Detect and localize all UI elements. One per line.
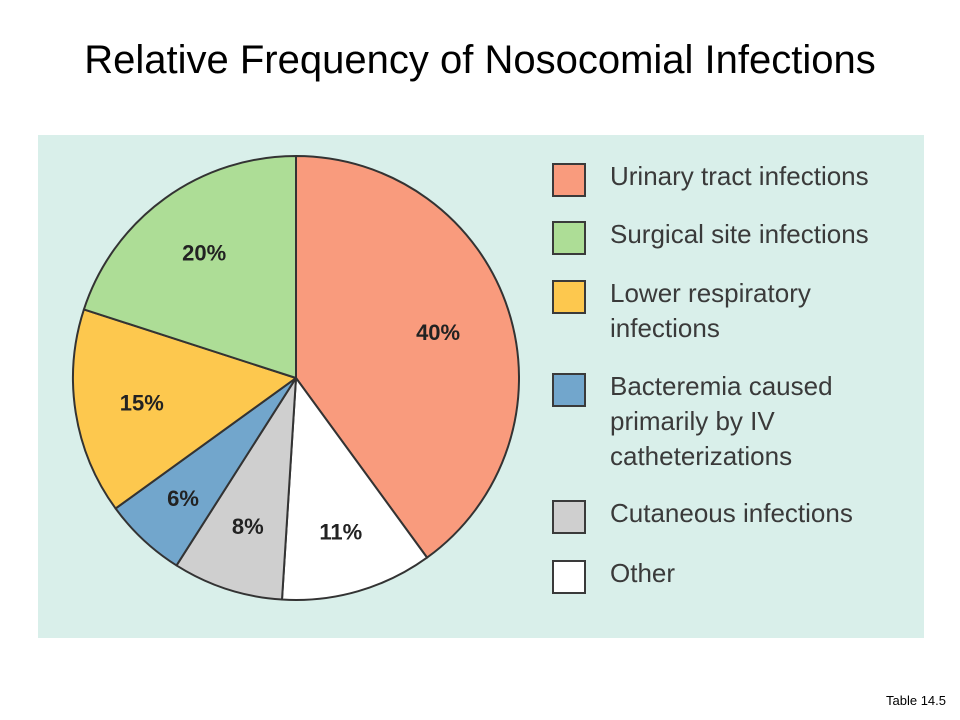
legend-swatch xyxy=(552,373,586,407)
legend-swatch xyxy=(552,221,586,255)
legend-label: Surgical site infections xyxy=(610,219,869,249)
slice-label: 15% xyxy=(120,390,164,415)
pie-chart: 40% 11% 8% 6% 15% 20% xyxy=(38,135,924,638)
slice-label: 6% xyxy=(167,486,199,511)
pie-slice-lower-respiratory-infections xyxy=(72,308,297,510)
legend-label: Other xyxy=(610,558,676,588)
legend-swatch xyxy=(552,163,586,197)
slice-label: 11% xyxy=(319,520,362,545)
legend-label: Lower respiratory infections xyxy=(610,278,811,343)
legend-label: Urinary tract infections xyxy=(610,161,869,191)
pie-slice-other xyxy=(281,377,429,601)
legend-swatch xyxy=(552,560,586,594)
chart-panel: 40% 11% 8% 6% 15% 20% Urinary tract infection… xyxy=(38,135,924,638)
slice-label: 40% xyxy=(416,320,460,345)
source-note: Table 14.5 xyxy=(886,693,946,708)
page-title: Relative Frequency of Nosocomial Infecti… xyxy=(84,38,876,82)
pie-labels: 40% 11% 8% 6% 15% 20% xyxy=(120,240,460,544)
legend-label: Bacteremia caused primarily by IV cathet… xyxy=(610,371,833,471)
legend-label: Cutaneous infections xyxy=(610,498,853,528)
pie-slices xyxy=(72,155,520,601)
pie-slice-cutaneous-infections xyxy=(175,377,297,601)
legend-swatch xyxy=(552,500,586,534)
legend-swatch xyxy=(552,280,586,314)
pie-slice-urinary-tract-infections xyxy=(295,155,520,559)
slice-label: 8% xyxy=(232,514,264,539)
slice-label: 20% xyxy=(182,240,226,265)
pie-slice-surgical-site-infections xyxy=(82,155,297,379)
